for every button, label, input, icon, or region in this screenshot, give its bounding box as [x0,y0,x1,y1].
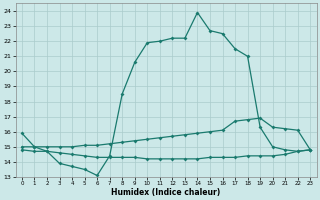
X-axis label: Humidex (Indice chaleur): Humidex (Indice chaleur) [111,188,221,197]
